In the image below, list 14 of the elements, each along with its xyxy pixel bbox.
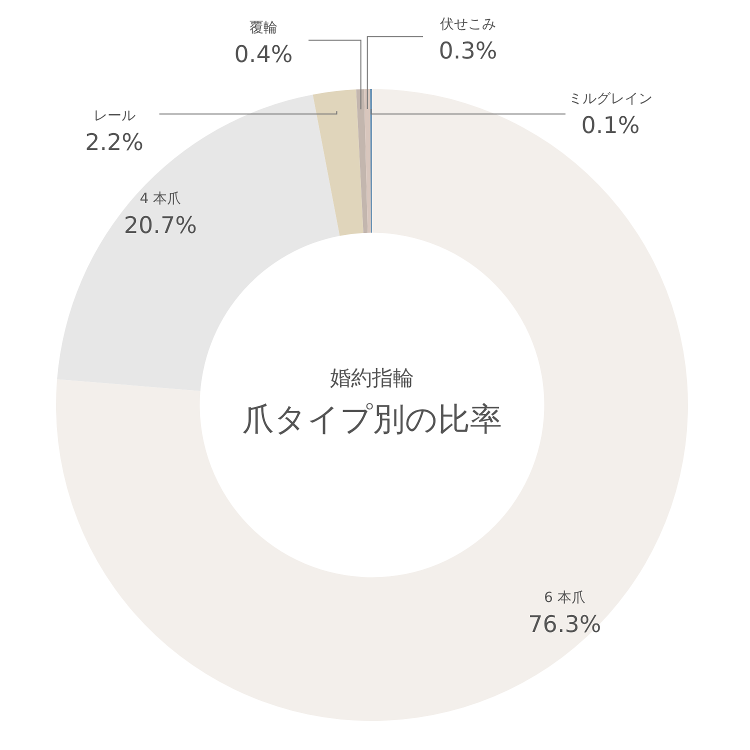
slice-label: ミルグレイン (568, 90, 652, 107)
slice-label: 覆輪 (250, 20, 278, 36)
data-label: 0.1% (581, 112, 640, 139)
text: 婚約指輪 (330, 366, 414, 390)
data-label: 76.3% (528, 612, 602, 638)
slice-label: レール (93, 108, 136, 124)
slice-label: 伏せこみ (440, 16, 496, 33)
slice-label: 6 本爪 (544, 590, 586, 606)
data-label: 20.7% (124, 212, 197, 239)
text: 爪タイプ別の比率 (242, 400, 502, 438)
data-label: 0.3% (438, 38, 498, 65)
data-label: 2.2% (85, 130, 144, 156)
data-label: 0.4% (234, 42, 293, 68)
slice-label: 4 本爪 (140, 190, 182, 207)
